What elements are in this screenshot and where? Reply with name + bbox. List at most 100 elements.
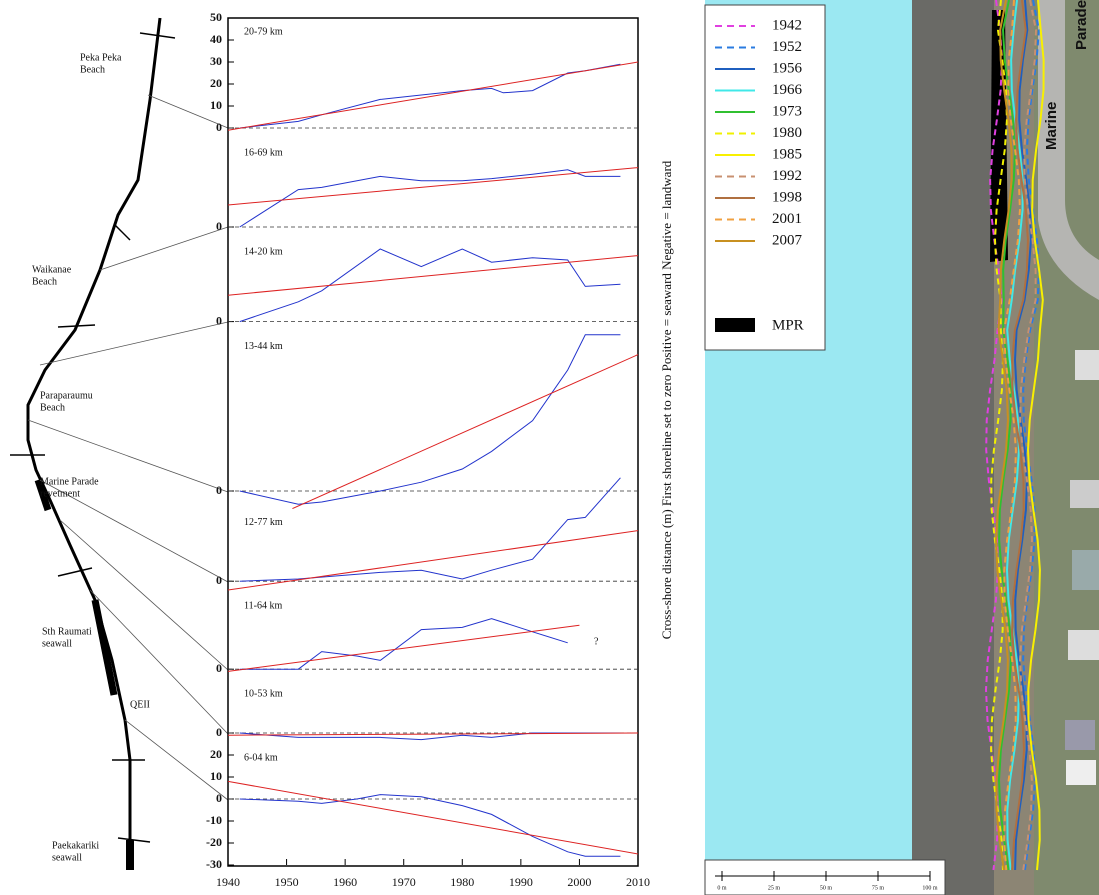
y-tick-label: 0 [216, 573, 222, 587]
scale-label: 25 m [768, 885, 781, 891]
scale-box [704, 859, 946, 895]
leader-line [147, 94, 229, 129]
x-tick-label: 1970 [392, 875, 416, 889]
revetment [34, 478, 52, 512]
road [1038, 0, 1099, 300]
y-tick-label: 0 [216, 219, 222, 233]
scale: 0 m 25 m 50 m 75 m 100 m [717, 871, 938, 891]
place-label: Marine Parade [40, 476, 99, 487]
scale-label: 100 m [922, 885, 938, 891]
shorelines [985, 0, 1045, 871]
y-tick-label: 50 [210, 10, 222, 24]
place-label: Beach [80, 64, 105, 75]
place-label: Paekakariki [52, 840, 99, 851]
house [1075, 350, 1099, 380]
x-tick-label: 2010 [626, 875, 650, 889]
leader-line [59, 519, 229, 671]
y-tick-label: 30 [210, 54, 222, 68]
coastline [26, 17, 162, 870]
series-line [227, 255, 639, 296]
plot-frame [227, 17, 639, 867]
legend-label: 1942 [772, 17, 802, 33]
series-line [239, 63, 621, 129]
legend-label: 1998 [772, 189, 802, 205]
y-tick-label: 0 [216, 483, 222, 497]
y-tick-label: 0 [216, 120, 222, 134]
x-tick-label: 1990 [509, 875, 533, 889]
panel-label: 6-04 km [244, 752, 278, 763]
place-label: Peka Peka [80, 52, 122, 63]
street-label: Parade [1073, 0, 1090, 50]
place-label: QEII [130, 699, 150, 710]
shoreline [990, 0, 1008, 871]
house [1070, 480, 1099, 508]
x-tick-label: 1940 [216, 875, 240, 889]
scale-label: 0 m [717, 885, 727, 891]
series-line [239, 334, 621, 505]
series-line [239, 169, 621, 228]
legend-label: 1980 [772, 125, 802, 141]
arrow [57, 567, 93, 577]
shoreline [985, 0, 1003, 871]
leader-line [124, 719, 229, 801]
legend-box [704, 4, 826, 351]
series-line [227, 780, 639, 855]
annotation: ? [594, 636, 599, 647]
legend-label: 1952 [772, 39, 802, 55]
arrow [57, 324, 96, 328]
shoreline [1002, 0, 1021, 871]
shoreline [1022, 0, 1040, 871]
place-label: Beach [32, 276, 57, 287]
house [1066, 760, 1096, 785]
series-line [227, 167, 639, 206]
shoreline [1026, 0, 1045, 871]
seawall [91, 599, 118, 696]
y-tick-label: 10 [210, 769, 222, 783]
leader-lines [27, 94, 229, 801]
place-label: Beach [40, 402, 65, 413]
leader-line [27, 419, 229, 493]
leader-line [99, 226, 229, 271]
x-tick-label: 1950 [275, 875, 299, 889]
mpr-swatch [715, 318, 755, 332]
panel-label: 13-44 km [244, 341, 283, 352]
leader-line [39, 479, 229, 583]
place-label: Paraparaumu [40, 390, 93, 401]
arrow [139, 32, 176, 39]
panel-label: 16-69 km [244, 147, 283, 158]
house [1065, 720, 1095, 750]
y-tick-label: -10 [206, 813, 222, 827]
house [1072, 550, 1099, 590]
legend-label: 1956 [772, 60, 803, 76]
leader-line [89, 589, 229, 735]
arrows [10, 32, 176, 843]
series-line [239, 248, 621, 323]
y-tick-label: 0 [216, 313, 222, 327]
series-line [239, 477, 621, 582]
x-tick-label: 1980 [450, 875, 474, 889]
series-line [227, 530, 639, 591]
street-label: Marine [1043, 102, 1060, 150]
legend: 1942 1952 1956 1966 1973 1980 1985 1992 1998 2001… [715, 17, 803, 248]
y-tick-label: -30 [206, 857, 222, 871]
series-line [227, 624, 580, 672]
house [1068, 630, 1099, 660]
y-tick-label: -20 [206, 835, 222, 849]
series-line [227, 732, 639, 736]
y-tick-label: 40 [210, 32, 222, 46]
surf [912, 0, 994, 895]
legend-label: 1966 [772, 82, 803, 98]
legend-label: 1992 [772, 168, 802, 184]
panel-label: 20-79 km [244, 26, 283, 37]
legend-label: 2007 [772, 232, 803, 248]
place-label: seawall [42, 638, 72, 649]
arrow [114, 224, 131, 241]
panel-label: 14-20 km [244, 246, 283, 257]
place-label: Waikanae [32, 264, 72, 275]
leader-line [39, 321, 229, 366]
panel-label: 10-53 km [244, 688, 283, 699]
arrow [117, 837, 151, 843]
y-axis-label: Cross-shore distance (m) First shoreline… [659, 160, 674, 639]
legend-label: 1973 [772, 103, 802, 119]
shoreline [1011, 0, 1029, 871]
